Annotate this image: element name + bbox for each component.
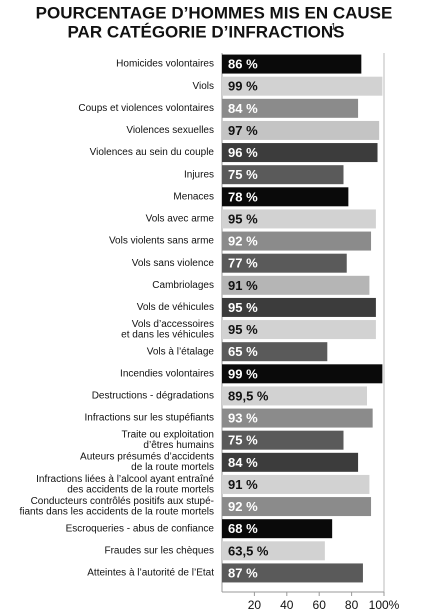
category-label: Violences au sein du couple [90,147,215,158]
category-label: et dans les véhicules [121,329,214,340]
value-label: 91 % [228,278,258,293]
category-label: Vols violents sans arme [109,236,214,247]
category-label: Atteintes à l’autorité de l’Etat [87,568,214,579]
x-tick-label: 20 [248,598,262,612]
category-label: Violences sexuelles [126,125,214,136]
x-tick-label: 100% [369,598,400,612]
category-label: Vols de véhicules [137,302,214,313]
bar [222,342,328,362]
value-label: 75 % [228,433,258,448]
value-label: 77 % [228,256,258,271]
bar [222,408,373,428]
value-label: 99 % [228,366,258,381]
bar [222,297,376,317]
category-label: Destructions - dégradations [92,391,214,402]
value-label: 92 % [228,499,258,514]
bar [222,165,344,185]
value-label: 68 % [228,521,258,536]
category-label: Vols avec arme [146,214,215,225]
bar [222,231,372,251]
chart-title: POURCENTAGE D’HOMMES MIS EN CAUSE [36,3,393,22]
x-tick-label: 80 [345,598,359,612]
bar [222,519,333,539]
bar [222,320,376,340]
bar [222,474,370,494]
category-label: Auteurs présumés d’accidents [80,452,214,463]
category-label: Conducteurs contrôlés positifs aux stupé… [31,496,214,507]
value-label: 84 % [228,455,258,470]
bar [222,497,372,517]
category-label: Traite ou exploitation [122,430,214,441]
category-label: Infractions liées à l’alcool ayant entra… [36,474,214,485]
value-label: 93 % [228,411,258,426]
bar [222,209,376,229]
value-label: 95 % [228,211,258,226]
value-label: 87 % [228,565,258,580]
bar [222,430,344,450]
category-label: des accidents de la route mortels [67,484,214,495]
value-label: 96 % [228,145,258,160]
category-label: Escroqueries - abus de confiance [66,523,215,534]
bar [222,364,383,384]
category-label: Cambriolages [152,280,214,291]
value-label: 86 % [228,57,258,72]
value-label: 75 % [228,167,258,182]
value-label: 78 % [228,189,258,204]
value-label: 89,5 % [228,388,269,403]
category-label: d’êtres humains [143,440,214,451]
value-label: 97 % [228,123,258,138]
value-label: 63,5 % [228,543,269,558]
category-label: fiants dans les accidents de la route mo… [19,506,214,517]
value-label: 95 % [228,322,258,337]
bar [222,120,380,140]
bar [222,143,378,163]
category-label: Infractions sur les stupéfiants [84,413,214,424]
bar [222,452,359,472]
category-label: Coups et violences volontaires [78,103,214,114]
category-label: Injures [184,169,214,180]
bar [222,386,367,406]
category-label: Viols [193,81,215,92]
category-label: Homicides volontaires [116,59,214,70]
bar [222,275,370,295]
value-label: 99 % [228,79,258,94]
x-tick-label: 40 [280,598,294,612]
value-label: 91 % [228,477,258,492]
category-label: de la route mortels [131,462,214,473]
category-label: Fraudes sur les chèques [104,545,214,556]
bar [222,187,349,207]
value-label: 92 % [228,234,258,249]
chart-title: PAR CATÉGORIE D’INFRACTIONS [67,22,344,41]
bar [222,98,359,118]
bar [222,76,383,96]
value-label: 65 % [228,344,258,359]
bar [222,253,347,273]
value-label: 84 % [228,101,258,116]
title-note: 1 [331,21,336,31]
value-label: 95 % [228,300,258,315]
category-label: Vols à l’étalage [147,346,215,357]
category-label: Vols sans violence [132,258,215,269]
category-label: Menaces [173,191,214,202]
x-tick-label: 60 [313,598,327,612]
bar [222,563,363,583]
category-label: Incendies volontaires [120,368,214,379]
category-label: Vols d’accessoires [132,319,214,330]
bar [222,54,362,74]
bar [222,541,325,561]
